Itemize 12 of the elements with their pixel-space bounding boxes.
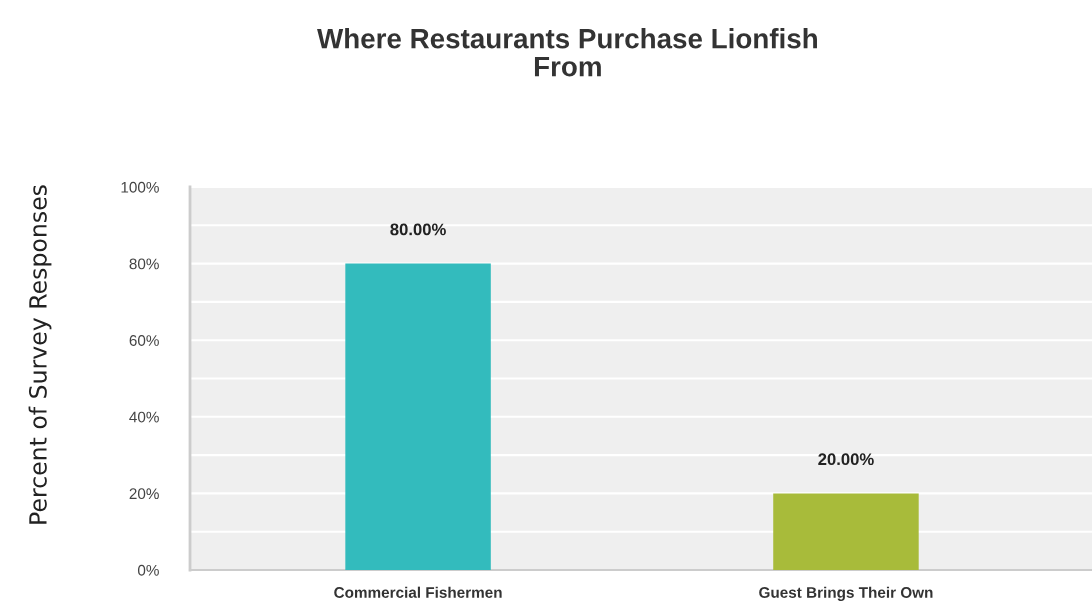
data-label: 80.00% [390, 223, 446, 236]
y-tick-label: 100% [121, 181, 159, 193]
y-axis-title: Percent of Survey Responses [28, 185, 52, 524]
chart-title: Where Restaurants Purchase Lionfish From [317, 28, 817, 77]
y-tick-label: 40% [129, 411, 159, 423]
x-tick-label: Commercial Fishermen [334, 586, 502, 598]
y-tick-label: 80% [129, 258, 159, 270]
data-label: 20.00% [818, 453, 874, 466]
y-tick-label: 20% [129, 488, 159, 500]
y-tick-label: 60% [129, 335, 159, 346]
x-tick-label: Guest Brings Their Own [759, 586, 933, 601]
y-tick-label: 0% [137, 564, 159, 576]
